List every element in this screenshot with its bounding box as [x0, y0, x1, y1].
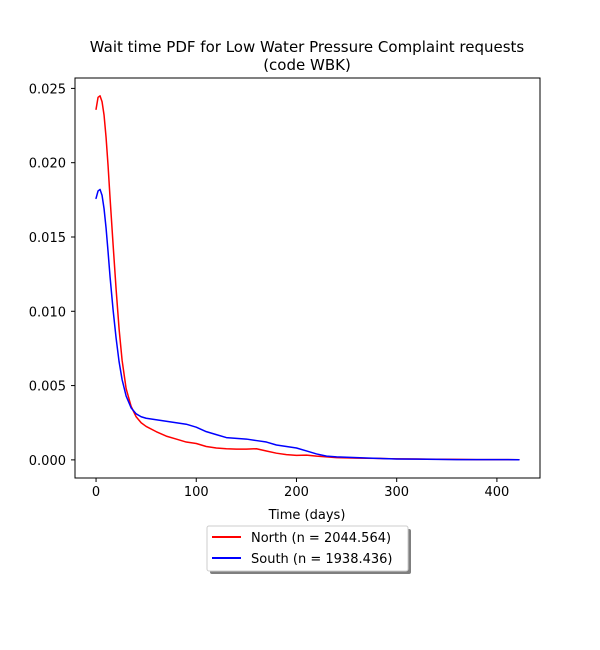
- plot-area: [74, 77, 541, 479]
- y-axis: 0.000 0.005 0.010 0.015 0.020 0.025: [29, 82, 75, 469]
- x-axis: 0 100 200 300 400: [92, 478, 509, 500]
- series-line-south: [95, 188, 520, 461]
- x-tick-label: 0: [92, 485, 100, 500]
- legend-box: [206, 525, 409, 572]
- legend-label-north: North (n = 2044.564): [251, 531, 391, 546]
- x-tick-label: 100: [184, 485, 209, 500]
- y-tick-label: 0.005: [29, 380, 66, 395]
- y-tick-label: 0.010: [29, 305, 66, 320]
- x-tick-label: 200: [284, 485, 309, 500]
- series-layer: [95, 95, 520, 461]
- chart-title-line-2: (code WBK): [263, 56, 351, 74]
- x-axis-label: Time (days): [268, 508, 346, 523]
- legend: North (n = 2044.564) South (n = 1938.436…: [206, 525, 411, 574]
- legend-label-south: South (n = 1938.436): [251, 552, 392, 567]
- y-tick-label: 0.020: [29, 157, 66, 172]
- chart-title-line-1: Wait time PDF for Low Water Pressure Com…: [90, 38, 525, 56]
- x-tick-label: 300: [384, 485, 409, 500]
- y-tick-label: 0.025: [29, 82, 66, 97]
- y-tick-label: 0.015: [29, 231, 66, 246]
- y-tick-label: 0.000: [29, 454, 66, 469]
- x-tick-label: 400: [484, 485, 509, 500]
- plot-frame: [74, 77, 541, 479]
